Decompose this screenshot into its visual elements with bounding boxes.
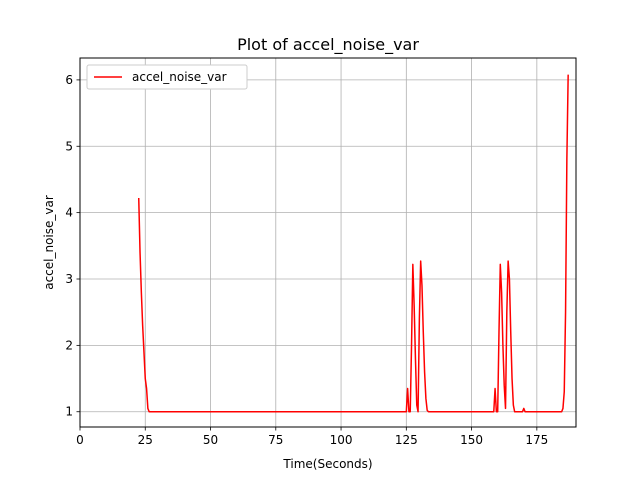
- y-tick-label: 2: [65, 338, 73, 352]
- x-tick-label: 100: [330, 433, 353, 447]
- x-axis-label: Time(Seconds): [282, 457, 372, 471]
- series-layer: [137, 74, 569, 413]
- x-tick-label: 75: [268, 433, 283, 447]
- y-tick-label: 1: [65, 405, 73, 419]
- y-tick-label: 6: [65, 73, 73, 87]
- y-tick-label: 4: [65, 206, 73, 220]
- axis-ticks: 0 25 50 75 100 125 150 175 1 2 3 4 5 6: [65, 73, 548, 447]
- x-tick-label: 175: [525, 433, 548, 447]
- x-tick-label: 50: [203, 433, 218, 447]
- y-tick-label: 5: [65, 139, 73, 153]
- x-tick-label: 25: [138, 433, 153, 447]
- x-tick-label: 150: [460, 433, 483, 447]
- x-tick-label: 125: [395, 433, 418, 447]
- chart-title: Plot of accel_noise_var: [237, 35, 419, 55]
- legend: accel_noise_var: [86, 64, 248, 90]
- y-axis-label: accel_noise_var: [42, 195, 56, 290]
- series-line-0: [137, 74, 569, 413]
- legend-box: [86, 64, 248, 90]
- legend-entry-label: accel_noise_var: [132, 70, 227, 84]
- x-tick-label: 0: [76, 433, 84, 447]
- y-tick-label: 3: [65, 272, 73, 286]
- plot-area-frame: [79, 57, 577, 428]
